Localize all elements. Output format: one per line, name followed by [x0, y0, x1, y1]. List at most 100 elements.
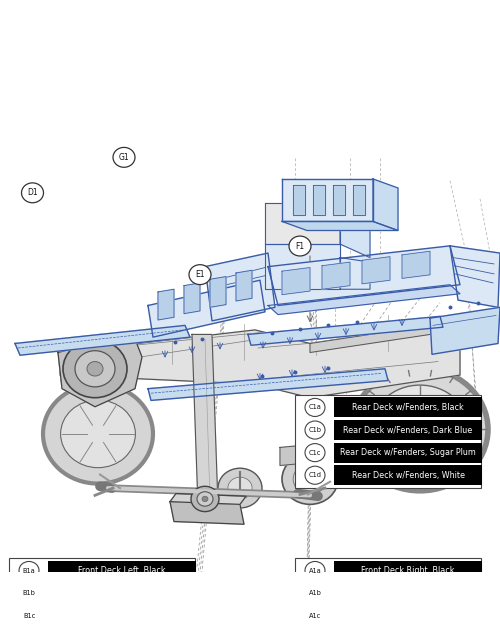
Text: G1: G1 [118, 153, 130, 162]
Circle shape [19, 561, 39, 580]
Text: A1c: A1c [309, 613, 321, 618]
Polygon shape [148, 369, 388, 401]
Text: B1c: B1c [23, 613, 35, 618]
Polygon shape [192, 334, 218, 506]
Polygon shape [402, 251, 430, 279]
Circle shape [218, 468, 262, 508]
Polygon shape [282, 268, 310, 295]
Polygon shape [334, 465, 482, 485]
Polygon shape [282, 179, 373, 222]
Circle shape [228, 477, 252, 499]
Circle shape [305, 466, 325, 484]
Polygon shape [295, 558, 481, 633]
Polygon shape [334, 398, 482, 417]
Polygon shape [353, 185, 365, 215]
Polygon shape [265, 244, 340, 289]
Polygon shape [178, 502, 235, 520]
Text: Front Deck Right, Dark Blue: Front Deck Right, Dark Blue [352, 589, 464, 598]
Text: Rear Deck w/Fenders, Dark Blue: Rear Deck w/Fenders, Dark Blue [344, 425, 472, 434]
Polygon shape [340, 203, 370, 258]
Polygon shape [334, 561, 482, 580]
Circle shape [19, 606, 39, 625]
Text: Rear Deck w/Fenders, Black: Rear Deck w/Fenders, Black [352, 403, 464, 412]
Polygon shape [170, 494, 246, 505]
Text: B1b: B1b [22, 590, 36, 596]
Polygon shape [295, 395, 481, 488]
Circle shape [293, 464, 327, 494]
Polygon shape [340, 258, 370, 289]
Polygon shape [158, 289, 174, 320]
Text: Rear Deck w/Fenders, White: Rear Deck w/Fenders, White [352, 471, 465, 480]
Polygon shape [268, 246, 460, 306]
Polygon shape [333, 185, 345, 215]
Text: D1: D1 [27, 188, 38, 197]
Circle shape [305, 629, 325, 633]
Circle shape [22, 183, 44, 203]
Text: Front Deck Left, Sugar Plum: Front Deck Left, Sugar Plum [66, 611, 178, 620]
Text: C1c: C1c [309, 449, 321, 456]
Circle shape [282, 454, 338, 505]
Polygon shape [280, 441, 350, 465]
Circle shape [63, 340, 127, 398]
Polygon shape [373, 179, 398, 230]
Polygon shape [48, 629, 196, 633]
Circle shape [75, 351, 115, 387]
Polygon shape [148, 280, 265, 337]
Polygon shape [334, 629, 482, 633]
Polygon shape [430, 307, 500, 354]
Text: C1d: C1d [308, 472, 322, 479]
Polygon shape [236, 270, 252, 301]
Polygon shape [9, 558, 195, 633]
Polygon shape [205, 253, 275, 321]
Circle shape [352, 368, 488, 491]
Polygon shape [293, 185, 305, 215]
Circle shape [289, 236, 311, 256]
Text: Front Deck Left, Dark Blue: Front Deck Left, Dark Blue [70, 589, 174, 598]
Polygon shape [362, 257, 390, 284]
Polygon shape [334, 420, 482, 440]
Circle shape [19, 629, 39, 633]
Polygon shape [15, 325, 190, 355]
Circle shape [87, 361, 103, 376]
Circle shape [197, 492, 213, 506]
Polygon shape [313, 185, 325, 215]
Polygon shape [60, 321, 460, 398]
Text: A1b: A1b [308, 590, 322, 596]
Polygon shape [282, 222, 398, 230]
Circle shape [202, 496, 208, 502]
Polygon shape [450, 246, 500, 307]
Text: E1: E1 [195, 270, 205, 279]
Circle shape [305, 444, 325, 461]
Text: Front Deck Left, Black: Front Deck Left, Black [78, 566, 166, 575]
Polygon shape [48, 561, 196, 580]
Text: A1a: A1a [308, 568, 322, 573]
Polygon shape [322, 262, 350, 289]
Text: Front Deck Right, Black: Front Deck Right, Black [361, 566, 455, 575]
Polygon shape [48, 583, 196, 603]
Text: C1a: C1a [308, 404, 322, 410]
Circle shape [189, 265, 211, 285]
Text: F1: F1 [296, 242, 304, 251]
Polygon shape [268, 285, 460, 315]
Polygon shape [265, 203, 340, 244]
Circle shape [305, 398, 325, 417]
Text: C1b: C1b [308, 427, 322, 433]
Polygon shape [170, 502, 244, 524]
Polygon shape [48, 606, 196, 625]
Polygon shape [334, 442, 482, 463]
Polygon shape [310, 321, 460, 353]
Circle shape [305, 584, 325, 602]
Text: B1a: B1a [22, 568, 36, 573]
Polygon shape [248, 316, 443, 345]
Circle shape [305, 421, 325, 439]
Circle shape [43, 384, 153, 484]
Circle shape [408, 418, 432, 441]
Polygon shape [58, 339, 133, 382]
Circle shape [60, 400, 136, 468]
Polygon shape [184, 283, 200, 313]
Polygon shape [58, 334, 142, 407]
Polygon shape [334, 583, 482, 603]
Circle shape [113, 147, 135, 167]
Circle shape [191, 486, 219, 511]
Polygon shape [334, 606, 482, 625]
